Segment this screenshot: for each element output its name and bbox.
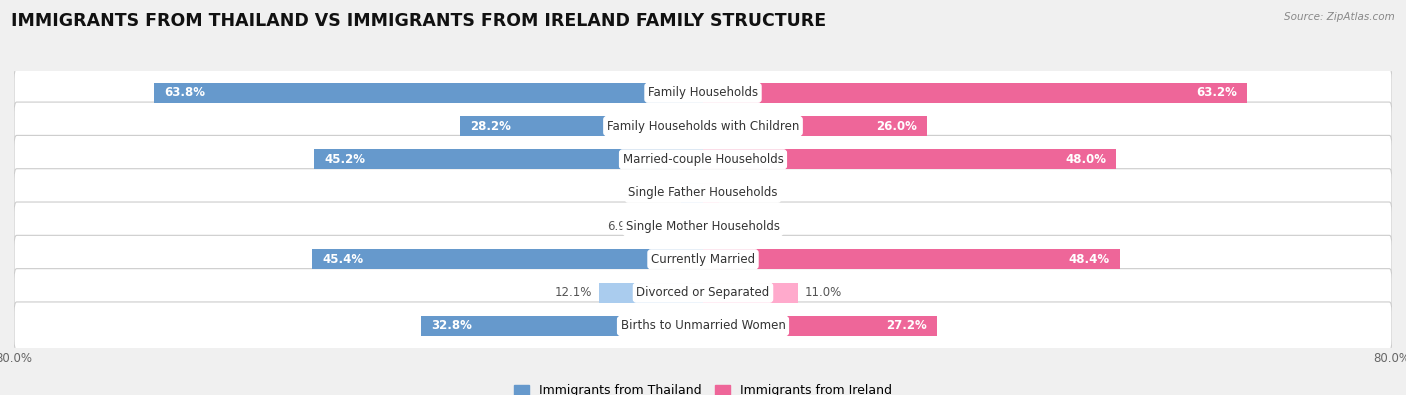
Text: 45.4%: 45.4%: [322, 253, 364, 266]
Text: IMMIGRANTS FROM THAILAND VS IMMIGRANTS FROM IRELAND FAMILY STRUCTURE: IMMIGRANTS FROM THAILAND VS IMMIGRANTS F…: [11, 12, 827, 30]
Bar: [644, 216, 703, 236]
Bar: [703, 116, 927, 136]
Bar: [312, 249, 703, 269]
Bar: [703, 183, 718, 203]
Text: 32.8%: 32.8%: [430, 320, 472, 333]
Bar: [703, 283, 797, 303]
Bar: [153, 83, 703, 103]
Text: Single Mother Households: Single Mother Households: [626, 220, 780, 233]
Text: Married-couple Households: Married-couple Households: [623, 153, 783, 166]
Bar: [703, 316, 938, 336]
FancyBboxPatch shape: [14, 169, 1392, 217]
Text: 26.0%: 26.0%: [876, 120, 917, 133]
Text: Births to Unmarried Women: Births to Unmarried Women: [620, 320, 786, 333]
FancyBboxPatch shape: [14, 135, 1392, 183]
Bar: [460, 116, 703, 136]
Text: 5.0%: 5.0%: [754, 220, 783, 233]
Bar: [420, 316, 703, 336]
Text: 12.1%: 12.1%: [554, 286, 592, 299]
Bar: [599, 283, 703, 303]
Text: 11.0%: 11.0%: [804, 286, 842, 299]
Text: 28.2%: 28.2%: [471, 120, 512, 133]
FancyBboxPatch shape: [14, 235, 1392, 283]
Text: Family Households: Family Households: [648, 86, 758, 99]
FancyBboxPatch shape: [14, 69, 1392, 117]
Text: 48.0%: 48.0%: [1064, 153, 1107, 166]
Bar: [682, 183, 703, 203]
FancyBboxPatch shape: [14, 202, 1392, 250]
Text: 48.4%: 48.4%: [1069, 253, 1109, 266]
FancyBboxPatch shape: [14, 269, 1392, 317]
Text: 63.8%: 63.8%: [165, 86, 205, 99]
Text: Single Father Households: Single Father Households: [628, 186, 778, 199]
Text: Family Households with Children: Family Households with Children: [607, 120, 799, 133]
Text: 6.9%: 6.9%: [607, 220, 637, 233]
Bar: [314, 149, 703, 169]
Legend: Immigrants from Thailand, Immigrants from Ireland: Immigrants from Thailand, Immigrants fro…: [509, 379, 897, 395]
Bar: [703, 83, 1247, 103]
Text: 2.5%: 2.5%: [645, 186, 675, 199]
Bar: [703, 249, 1119, 269]
Text: 1.8%: 1.8%: [725, 186, 755, 199]
Text: 63.2%: 63.2%: [1197, 86, 1237, 99]
Text: 27.2%: 27.2%: [886, 320, 927, 333]
Text: Divorced or Separated: Divorced or Separated: [637, 286, 769, 299]
FancyBboxPatch shape: [14, 302, 1392, 350]
Text: Source: ZipAtlas.com: Source: ZipAtlas.com: [1284, 12, 1395, 22]
FancyBboxPatch shape: [14, 102, 1392, 150]
Bar: [703, 149, 1116, 169]
Bar: [703, 216, 747, 236]
Text: 45.2%: 45.2%: [323, 153, 366, 166]
Text: Currently Married: Currently Married: [651, 253, 755, 266]
